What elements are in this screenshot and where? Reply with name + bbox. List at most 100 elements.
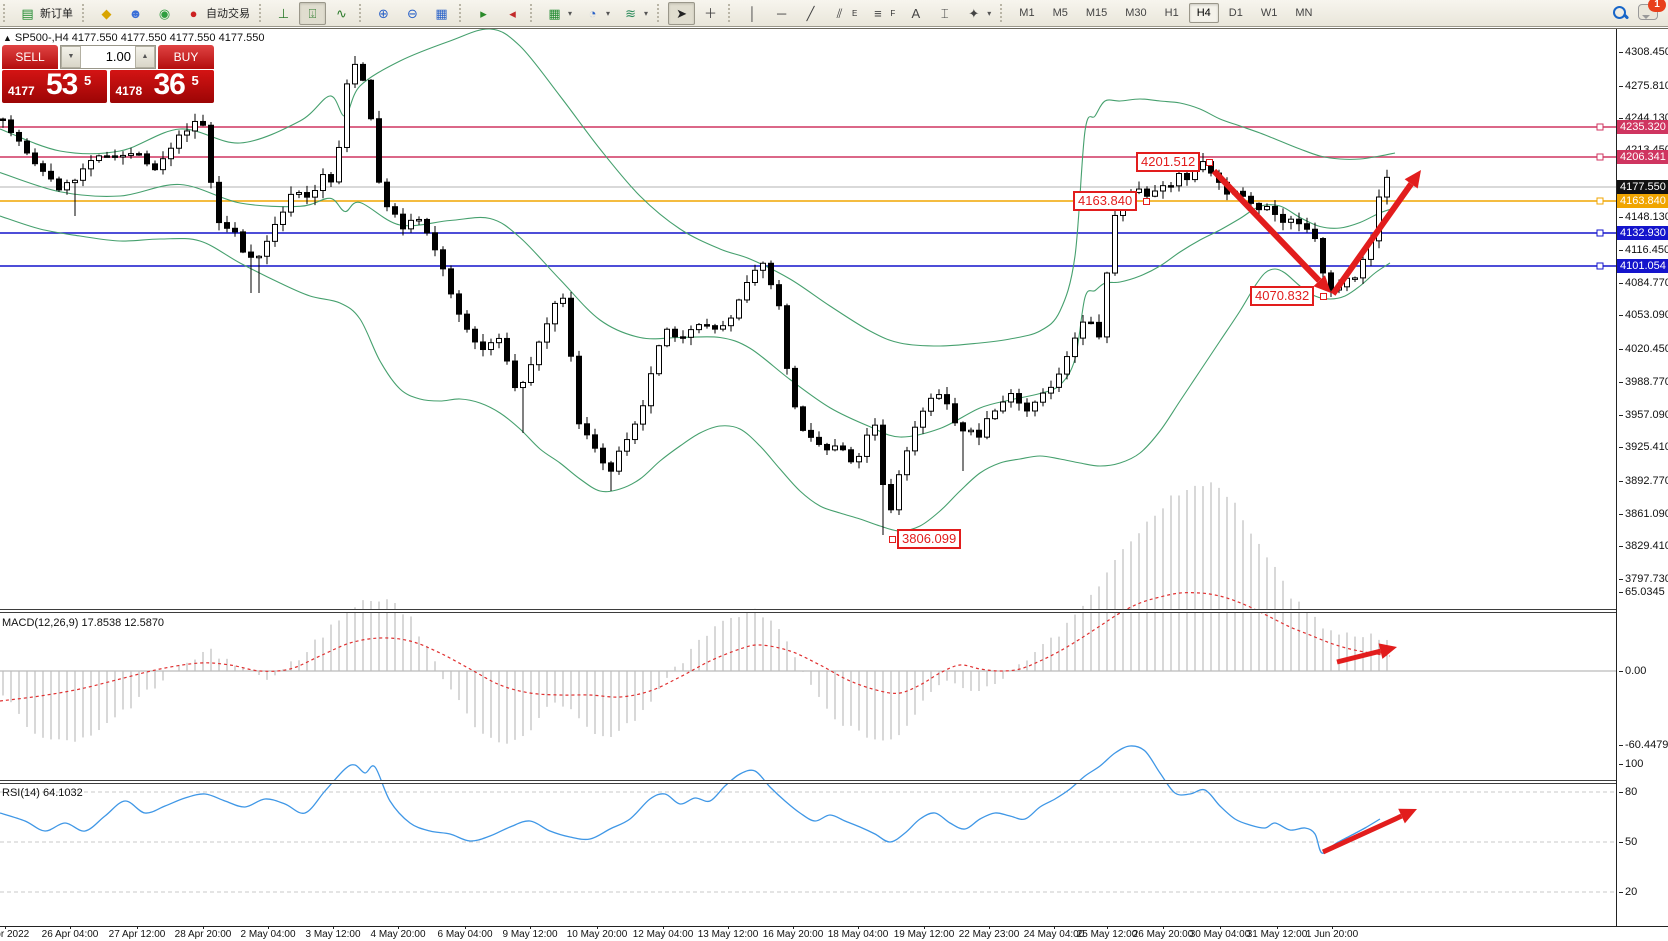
time-tick xyxy=(989,926,990,929)
trend-arrow-up[interactable] xyxy=(1330,170,1421,296)
cursor-button[interactable]: ➤ xyxy=(668,1,696,25)
timeframe-m1-button[interactable]: M1 xyxy=(1019,7,1035,19)
dropdown-arrow-icon[interactable]: ▾ xyxy=(606,8,611,18)
periods-button[interactable]: ◔ ▾ xyxy=(579,2,615,25)
level-line-handle[interactable] xyxy=(1596,197,1604,205)
bar-chart-button[interactable]: ⊥ xyxy=(270,2,297,25)
bull-candle xyxy=(968,429,974,433)
price-callout-4070.832[interactable]: 4070.832 xyxy=(1250,286,1315,306)
dropdown-arrow-icon[interactable]: ▾ xyxy=(987,8,992,18)
timeframe-mn-button[interactable]: MN xyxy=(1295,7,1313,19)
candlestick-chart-button[interactable]: ⍗ xyxy=(299,1,326,25)
chart-shift-button[interactable]: ◂ xyxy=(499,2,526,25)
macd-pane-splitter[interactable] xyxy=(0,609,1668,613)
bear-candle xyxy=(376,118,382,183)
bull-candle xyxy=(1352,277,1358,280)
timeframe-m5-button[interactable]: M5 xyxy=(1052,7,1068,19)
templates-button[interactable]: ≋ ▾ xyxy=(617,2,653,25)
timeframe-h4-button[interactable]: H4 xyxy=(1188,3,1219,23)
bull-candle xyxy=(272,223,278,242)
level-line-handle[interactable] xyxy=(1596,229,1604,237)
timeframe-w1-button[interactable]: W1 xyxy=(1260,7,1278,19)
notifications-button[interactable]: 1 xyxy=(1638,0,1666,23)
macd-arrow[interactable] xyxy=(1336,643,1397,665)
search-icon[interactable] xyxy=(1612,5,1628,21)
bull-candle xyxy=(1160,185,1166,192)
line-chart-button[interactable]: ∿ xyxy=(328,2,355,25)
new-order-button[interactable]: ▤ 新订单 xyxy=(14,2,78,25)
bull-candle xyxy=(560,297,566,304)
rsi-arrow[interactable] xyxy=(1321,808,1417,855)
rsi-axis-tick: 100 xyxy=(1619,758,1643,770)
bull-candle xyxy=(88,160,94,170)
community-button[interactable]: ☻ xyxy=(122,2,149,25)
trendline-button[interactable]: ╱ xyxy=(797,2,824,25)
level-line-handle[interactable] xyxy=(1596,123,1604,131)
channel-button[interactable]: ⫽ E xyxy=(826,2,862,25)
dropdown-arrow-icon[interactable]: ▾ xyxy=(568,8,573,18)
bear-candle xyxy=(440,249,446,270)
timeframe-h1-button[interactable]: H1 xyxy=(1164,7,1179,19)
bull-candle xyxy=(920,410,926,428)
timeframe-m30-button[interactable]: M30 xyxy=(1125,7,1147,19)
symbol-marker-icon: ▲ xyxy=(3,33,12,43)
horizontal-line-button[interactable]: ─ xyxy=(768,2,795,25)
level-line-handle[interactable] xyxy=(1596,153,1604,161)
zoom-in-button[interactable]: ⊕ xyxy=(370,2,397,25)
notification-badge: 1 xyxy=(1648,0,1666,12)
volume-value[interactable]: 1.00 xyxy=(105,49,131,64)
callout-handle[interactable] xyxy=(1206,159,1213,166)
zoom-out-icon: ⊖ xyxy=(407,5,418,21)
callout-handle[interactable] xyxy=(1320,293,1327,300)
dropdown-arrow-icon[interactable]: ▾ xyxy=(644,8,649,18)
auto-scroll-button[interactable]: ▸ xyxy=(470,2,497,25)
time-tick xyxy=(1332,926,1333,929)
price-axis[interactable]: 4308.4504275.8104244.1304213.4504148.130… xyxy=(1616,29,1668,926)
timeframe-d1-button[interactable]: D1 xyxy=(1228,7,1243,19)
level-line-handle[interactable] xyxy=(1596,262,1604,270)
sell-price-big: 53 xyxy=(46,68,78,101)
vertical-line-button[interactable]: │ xyxy=(739,2,766,25)
autotrade-button[interactable]: ● 自动交易 xyxy=(180,2,255,25)
signals-button[interactable]: ◉ xyxy=(151,2,178,25)
price-callout-3806.099[interactable]: 3806.099 xyxy=(897,529,962,549)
crosshair-button[interactable]: ＋ xyxy=(697,2,724,25)
bear-candle xyxy=(328,174,334,183)
price-callout-4163.840[interactable]: 4163.840 xyxy=(1073,191,1138,211)
profile-icon: ☻ xyxy=(128,5,143,21)
timeframe-m15-button[interactable]: M15 xyxy=(1085,7,1108,19)
marker-button[interactable]: ◆ xyxy=(93,2,120,25)
callout-handle[interactable] xyxy=(1143,198,1150,205)
time-label: 12 May 04:00 xyxy=(632,929,694,940)
time-axis[interactable]: 4 Apr 2022 26 Apr 04:00 27 Apr 12:00 28 Apr… xyxy=(0,926,1668,941)
buy-button[interactable]: BUY xyxy=(158,45,214,69)
trend-arrow-down[interactable] xyxy=(1211,168,1331,293)
volume-decrease-button[interactable]: ▼ xyxy=(61,46,81,68)
chart-canvas[interactable] xyxy=(0,29,1616,926)
callout-handle[interactable] xyxy=(889,536,896,543)
price-tick: 3861.090 xyxy=(1619,508,1668,520)
rsi-pane-splitter[interactable] xyxy=(0,780,1668,784)
shapes-button[interactable]: ✦ ▾ xyxy=(960,2,996,25)
time-label: 18 May 04:00 xyxy=(827,929,889,940)
fibonacci-button[interactable]: ≡ F xyxy=(864,2,900,25)
text-button[interactable]: A xyxy=(902,2,929,25)
bull-candle xyxy=(536,341,542,366)
sell-button[interactable]: SELL xyxy=(2,45,58,69)
tile-windows-button[interactable]: ▦ xyxy=(428,2,455,25)
new-chart-button[interactable]: ▦ ▾ xyxy=(541,2,577,25)
zoom-out-button[interactable]: ⊖ xyxy=(399,2,426,25)
time-tick xyxy=(465,926,466,929)
volume-increase-button[interactable]: ▲ xyxy=(135,46,155,68)
bull-candle xyxy=(1360,258,1366,279)
buy-price-tile[interactable]: 4178 36 5 xyxy=(109,68,214,103)
time-label: 1 Jun 20:00 xyxy=(1305,929,1359,940)
price-badge-4101.054: 4101.054 xyxy=(1617,259,1668,273)
trendline-icon: ╱ xyxy=(806,5,815,21)
text-label-button[interactable]: ⌶ xyxy=(931,2,958,25)
bull-candle xyxy=(936,394,942,399)
sell-price-tile[interactable]: 4177 53 5 xyxy=(2,68,107,103)
auto-scroll-icon: ▸ xyxy=(480,5,487,21)
channel-icon-sub: E xyxy=(852,8,858,18)
price-callout-4201.512[interactable]: 4201.512 xyxy=(1136,152,1201,172)
